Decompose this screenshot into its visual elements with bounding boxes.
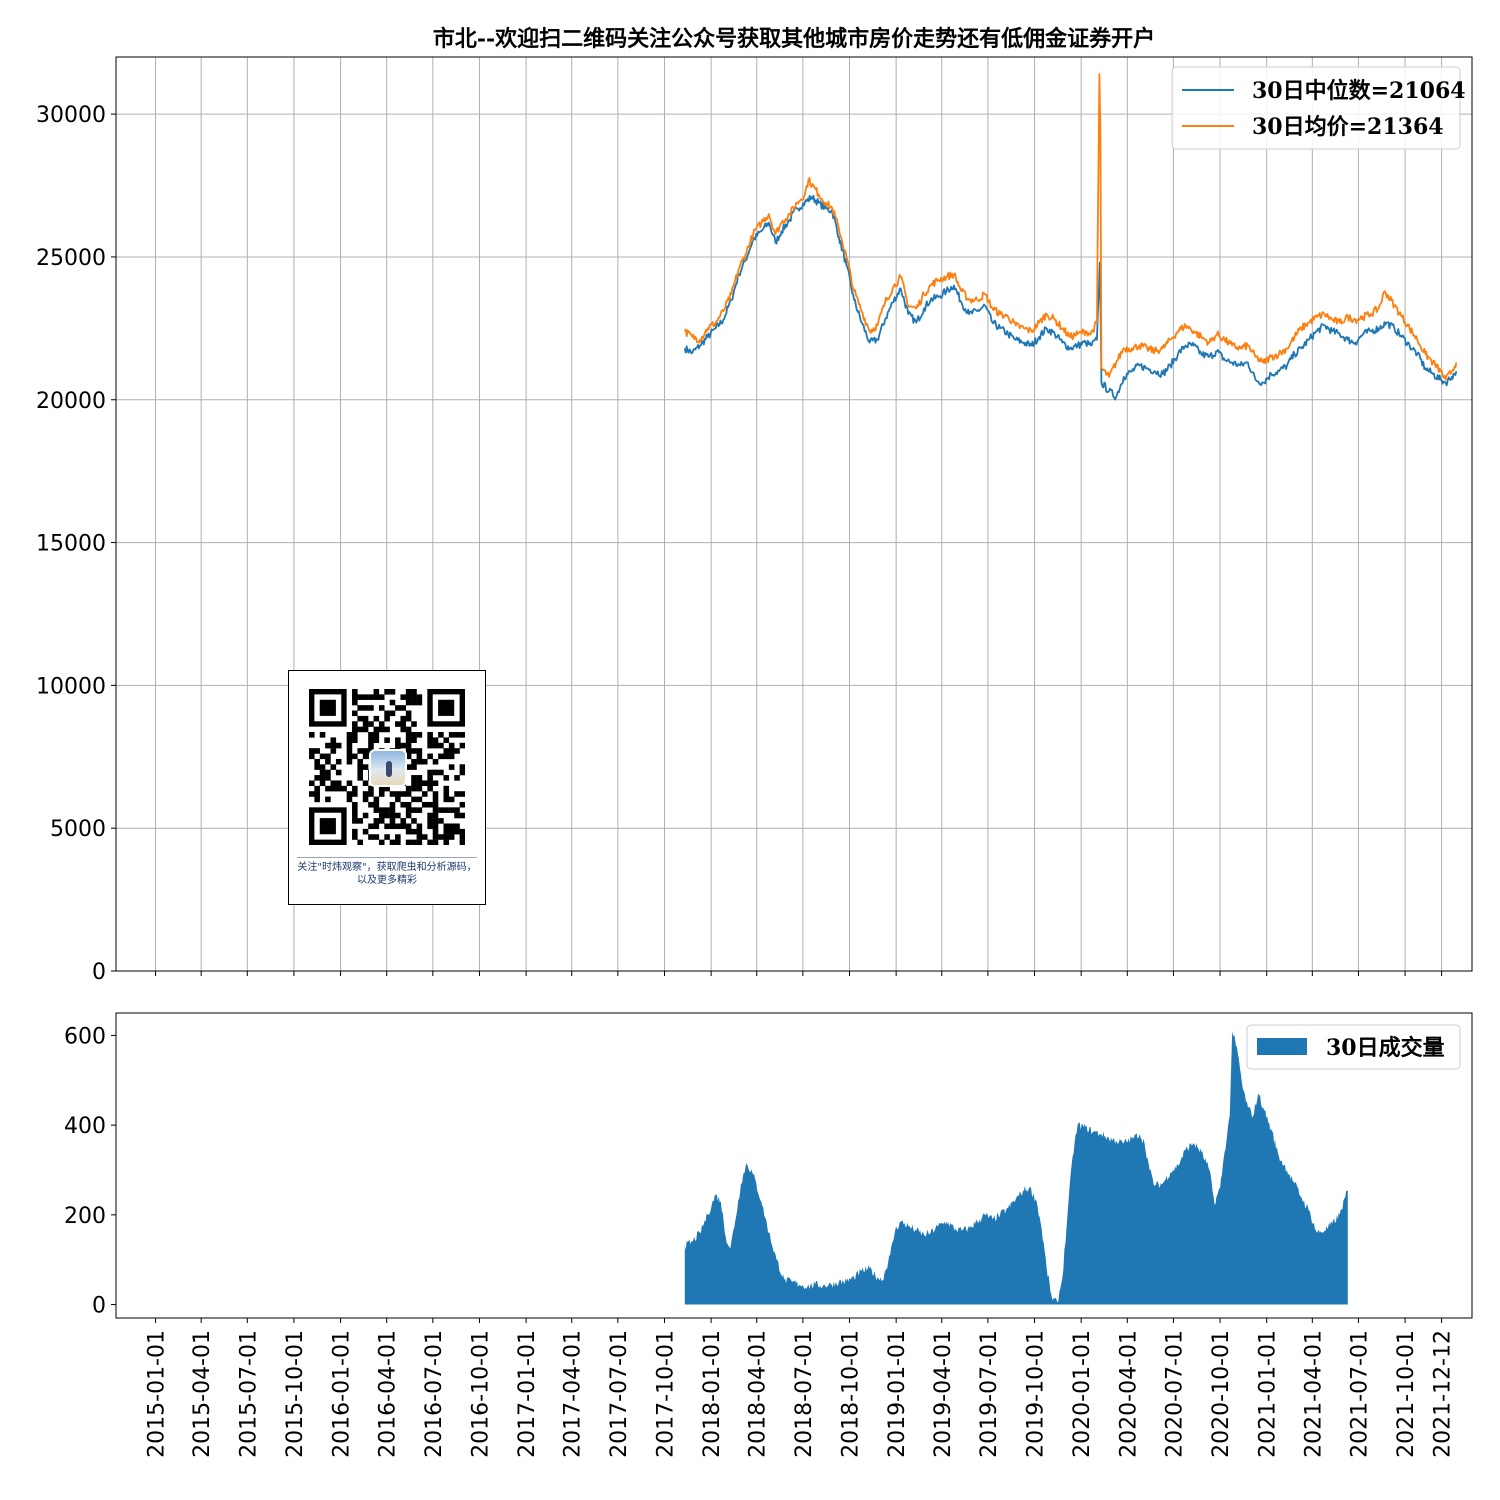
volume-y-axis: 0 200 400 600 [64,1024,116,1319]
price-y-tick-label: 15000 [36,532,106,557]
qr-caption: 关注"时炜观察"，获取爬虫和分析源码，以及更多精彩 [297,862,477,886]
volume-x-tick-label: 2018-01-01 [700,1330,725,1458]
price-lines [683,73,1458,401]
price-y-tick-label: 0 [92,960,106,985]
volume-x-tick-label: 2020-07-01 [1162,1330,1187,1458]
price-plot-frame [115,56,1473,972]
legend-volume-label: 30日成交量 [1326,1035,1445,1061]
qr-code-panel: 关注"时炜观察"，获取爬虫和分析源码，以及更多精彩 [288,670,486,905]
volume-x-tick-label: 2021-12-12 [1431,1330,1456,1458]
volume-x-tick-label: 2015-10-01 [283,1330,308,1458]
volume-x-tick-label: 2017-07-01 [607,1330,632,1458]
price-x-ticks [155,971,1443,976]
price-y-tick-label: 10000 [36,674,106,699]
volume-x-tick-label: 2021-04-01 [1301,1330,1326,1458]
price-legend-box [1171,66,1461,150]
volume-x-tick-label: 2015-01-01 [145,1330,170,1458]
volume-plot-frame [115,1012,1473,1319]
volume-x-tick-label: 2015-07-01 [236,1330,261,1458]
price-y-axis: 0 5000 10000 15000 20000 25000 30000 [36,103,116,985]
volume-x-tick-label: 2016-04-01 [376,1330,401,1458]
volume-x-tick-label: 2016-10-01 [468,1330,493,1458]
volume-x-tick-label: 2019-10-01 [1024,1330,1049,1458]
volume-x-tick-label: 2017-01-01 [515,1330,540,1458]
volume-x-axis: 2015-01-01 2015-04-01 2015-07-01 2015-10-01… [145,1318,1456,1458]
volume-x-tick-label: 2016-07-01 [422,1330,447,1458]
price-y-tick-label: 20000 [36,389,106,414]
volume-x-tick-label: 2021-10-01 [1394,1330,1419,1458]
qr-avatar-image [369,749,407,787]
legend-median-label: 30日中位数=21064 [1252,78,1466,104]
legend-volume-swatch [1257,1038,1307,1055]
price-y-tick-label: 5000 [50,817,106,842]
volume-x-tick-label: 2019-04-01 [931,1330,956,1458]
volume-legend: 30日成交量 [1246,1024,1461,1070]
volume-x-tick-label: 2020-10-01 [1209,1330,1234,1458]
volume-x-tick-label: 2019-01-01 [885,1330,910,1458]
chart-title: 市北--欢迎扫二维码关注公众号获取其他城市房价走势还有低佣金证券开户 [433,26,1155,52]
volume-x-tick-label: 2018-10-01 [839,1330,864,1458]
volume-y-tick-label: 200 [64,1204,106,1229]
qr-divider [297,857,477,858]
volume-x-tick-label: 2017-04-01 [561,1330,586,1458]
volume-x-tick-label: 2017-10-01 [653,1330,678,1458]
volume-x-tick-label: 2016-01-01 [330,1330,355,1458]
volume-x-tick-label: 2020-01-01 [1070,1330,1095,1458]
volume-x-tick-label: 2020-04-01 [1116,1330,1141,1458]
volume-y-tick-label: 600 [64,1024,106,1049]
legend-mean-label: 30日均价=21364 [1252,114,1444,140]
mean-price-line [683,73,1458,381]
volume-x-tick-label: 2021-07-01 [1347,1330,1372,1458]
price-y-tick-label: 25000 [36,246,106,271]
price-y-tick-label: 30000 [36,103,106,128]
volume-panel: 0 200 400 600 2015-01-01 2015-04-01 2015-07-0… [64,1012,1473,1458]
volume-area [684,1030,1348,1305]
price-legend: 30日中位数=21064 30日均价=21364 [1171,66,1466,150]
volume-x-tick-label: 2021-01-01 [1256,1330,1281,1458]
volume-x-tick-label: 2019-07-01 [977,1330,1002,1458]
median-price-line [683,194,1458,401]
volume-legend-box [1246,1024,1461,1070]
volume-y-tick-label: 400 [64,1114,106,1139]
volume-x-tick-label: 2018-04-01 [746,1330,771,1458]
volume-y-tick-label: 0 [92,1294,106,1319]
volume-area-fill [684,1030,1348,1305]
price-panel: 0 5000 10000 15000 20000 25000 30000 市北--欢迎扫二维… [36,26,1473,985]
volume-x-tick-label: 2018-07-01 [792,1330,817,1458]
volume-x-tick-label: 2015-04-01 [190,1330,215,1458]
